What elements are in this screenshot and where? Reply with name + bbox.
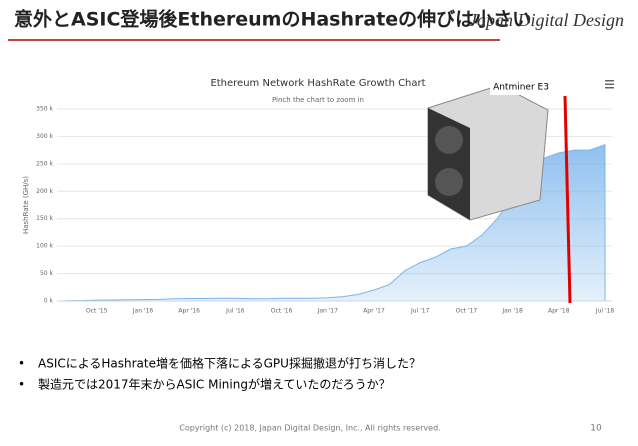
y-tick-label: 150 k xyxy=(36,215,53,222)
x-tick-label: Jan '16 xyxy=(132,308,154,315)
x-tick-label: Oct '16 xyxy=(271,308,293,315)
y-tick-label: 300 k xyxy=(36,133,53,140)
y-tick-label: 0 k xyxy=(44,298,54,305)
chart-subtitle: Pinch the chart to zoom in xyxy=(272,96,364,104)
y-tick-label: 250 k xyxy=(36,160,53,167)
x-tick-label: Apr '16 xyxy=(178,308,200,315)
x-tick-label: Jul '17 xyxy=(410,308,430,315)
menu-icon[interactable] xyxy=(605,80,614,89)
x-tick-label: Oct '17 xyxy=(456,308,478,315)
x-tick-label: Jul '16 xyxy=(225,308,245,315)
miner-image xyxy=(427,84,549,221)
annotation: Antminer E3 xyxy=(493,83,549,93)
x-tick-label: Oct '15 xyxy=(86,308,108,315)
x-tick-label: Jan '17 xyxy=(317,308,339,315)
x-tick-label: Apr '18 xyxy=(548,308,570,315)
y-tick-label: 200 k xyxy=(36,188,53,195)
page-number: 10 xyxy=(590,424,602,434)
x-tick-label: Jul '18 xyxy=(595,308,615,315)
bullet: ASICによるHashrate増を価格下落によるGPU採掘撤退が打ち消した？ xyxy=(38,356,421,371)
bullet-dot: • xyxy=(18,357,25,371)
y-tick-label: 50 k xyxy=(40,270,54,277)
y-axis-label: HashRate (GH/s) xyxy=(22,176,30,234)
chart-title: Ethereum Network HashRate Growth Chart xyxy=(210,78,425,89)
copyright: Copyright (c) 2018, Japan Digital Design… xyxy=(179,424,440,433)
slide-title: 意外とASIC登場後EthereumのHashrateの伸びは小さい xyxy=(14,8,531,31)
x-tick-label: Jan '18 xyxy=(501,308,523,315)
annotation-box xyxy=(490,79,552,95)
y-tick-label: 350 k xyxy=(36,106,53,113)
annotation-line xyxy=(563,95,572,304)
y-tick-label: 100 k xyxy=(36,243,53,250)
brand: Japan Digital Design xyxy=(469,10,624,30)
x-tick-label: Apr '17 xyxy=(363,308,385,315)
bullet: 製造元では2017年末からASIC Miningが増えていたのだろうか？ xyxy=(38,377,391,392)
bullet-dot: • xyxy=(18,378,25,392)
